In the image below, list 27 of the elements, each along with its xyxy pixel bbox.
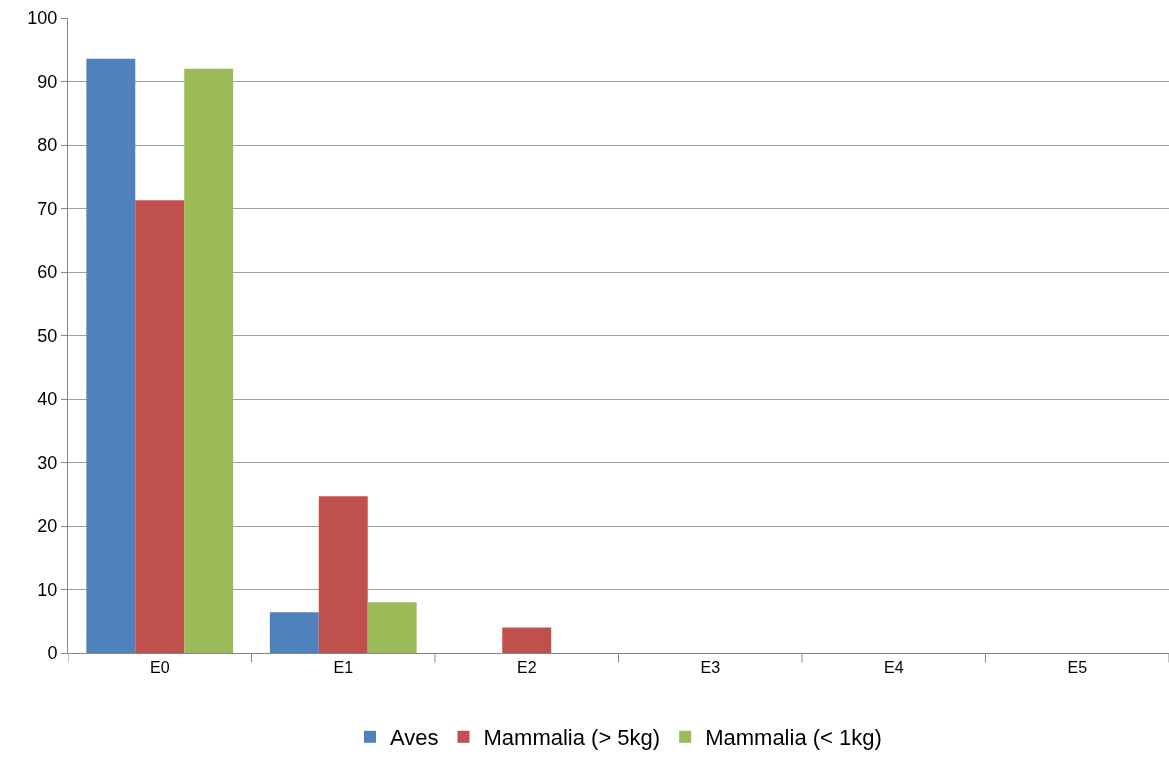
bar [367, 602, 417, 653]
y-tick-label: 20 [37, 516, 58, 537]
x-tick-label: E4 [883, 659, 904, 677]
legend-label: Aves [390, 725, 439, 751]
legend-label: Mammalia (> 5kg) [483, 725, 661, 751]
y-tick-label: 60 [37, 262, 58, 283]
y-tick-label: 40 [37, 389, 58, 410]
y-tick-label: 50 [37, 325, 58, 346]
y-tick-label: 10 [37, 579, 58, 600]
bar [318, 496, 368, 653]
x-tick-label: E3 [700, 659, 721, 677]
y-tick-label: 70 [37, 198, 58, 219]
bar [135, 200, 185, 653]
bar [86, 58, 136, 653]
x-tick-label: E1 [333, 659, 354, 677]
bar [184, 68, 234, 653]
legend-label: Mammalia (< 1kg) [705, 725, 882, 751]
x-tick-label: E5 [1067, 659, 1088, 677]
y-tick-label: 90 [37, 71, 58, 92]
x-tick-label: E0 [149, 659, 170, 677]
bar [502, 627, 552, 653]
y-tick-label: 80 [37, 135, 58, 156]
bar [269, 612, 319, 653]
y-tick-label: 100 [27, 8, 58, 29]
y-tick-label: 0 [47, 643, 58, 664]
x-tick-label: E2 [516, 659, 537, 677]
y-tick-label: 30 [37, 452, 58, 473]
